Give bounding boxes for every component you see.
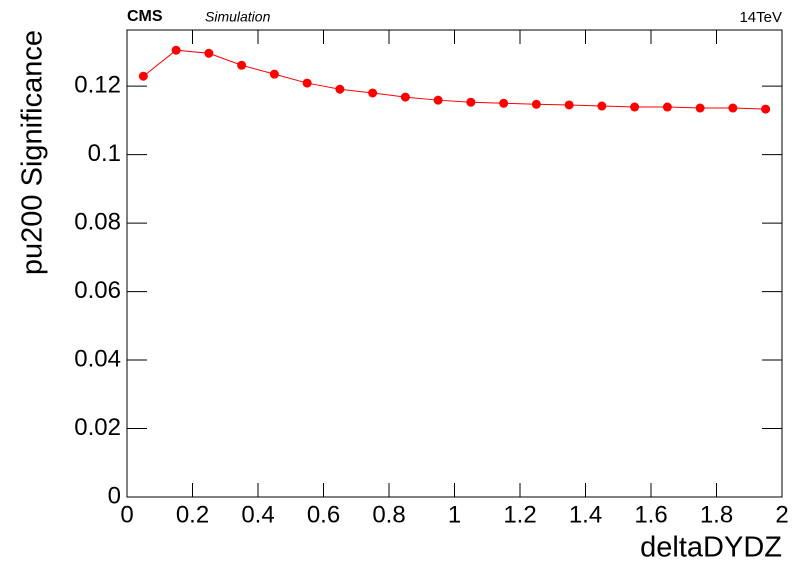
data-point — [564, 100, 574, 110]
y-tick-label: 0.02 — [74, 414, 121, 441]
data-point — [400, 92, 410, 102]
data-point — [269, 69, 279, 79]
data-point — [433, 95, 443, 105]
series-line — [143, 49, 766, 110]
y-tick-label: 0.04 — [74, 345, 121, 372]
data-point — [302, 78, 312, 88]
x-tick-label: 1.6 — [634, 501, 667, 528]
experiment-label: CMS — [127, 8, 163, 25]
data-point — [368, 88, 378, 98]
x-axis-label: deltaDYDZ — [640, 532, 782, 564]
x-tick-label: 0.2 — [176, 501, 209, 528]
x-tick-label: 0.8 — [372, 501, 405, 528]
energy-label: 14TeV — [739, 9, 782, 26]
data-point — [662, 102, 672, 112]
x-tick-label: 0.6 — [307, 501, 340, 528]
data-point — [499, 98, 509, 108]
y-axis-label: pu200 Significance — [17, 30, 49, 275]
data-point — [171, 45, 181, 55]
x-tick-label: 1.8 — [700, 501, 733, 528]
x-tick-label: 1 — [448, 501, 461, 528]
y-tick-label: 0.08 — [74, 208, 121, 235]
subtitle: Simulation — [205, 9, 271, 25]
x-tick-label: 0 — [120, 501, 133, 528]
data-point — [204, 48, 214, 58]
data-point — [237, 60, 247, 70]
y-tick-label: 0.06 — [74, 277, 121, 304]
y-tick-label: 0 — [108, 482, 121, 509]
y-tick-label: 0.1 — [88, 140, 121, 167]
data-point — [335, 84, 345, 94]
data-point — [531, 99, 541, 109]
plot-frame — [126, 29, 783, 498]
x-tick-label: 1.4 — [569, 501, 602, 528]
data-point — [466, 97, 476, 107]
data-point — [761, 104, 771, 114]
data-point — [630, 102, 640, 112]
data-point — [728, 103, 738, 113]
x-tick-label: 0.4 — [241, 501, 274, 528]
data-point — [597, 101, 607, 111]
y-tick-label: 0.12 — [74, 71, 121, 98]
x-tick-label: 2 — [775, 501, 788, 528]
data-point — [695, 103, 705, 113]
data-point — [138, 71, 148, 81]
x-tick-label: 1.2 — [503, 501, 536, 528]
